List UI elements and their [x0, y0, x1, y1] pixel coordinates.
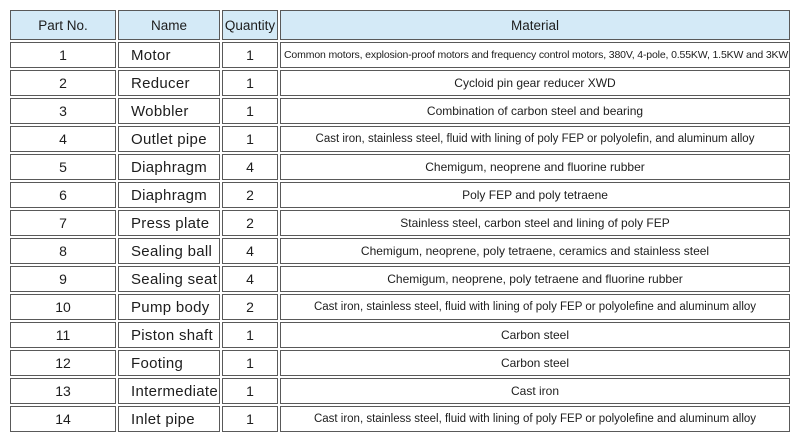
table-row: 7 Press plate 2 Stainless steel, carbon …: [10, 210, 790, 236]
cell-part-no: 4: [10, 126, 116, 152]
cell-material: Cycloid pin gear reducer XWD: [280, 70, 790, 96]
header-quantity: Quantity: [222, 10, 278, 40]
cell-name: Intermediate: [118, 378, 220, 404]
cell-material: Cast iron: [280, 378, 790, 404]
cell-name: Sealing seat: [118, 266, 220, 292]
header-material: Material: [280, 10, 790, 40]
cell-material: Chemigum, neoprene and fluorine rubber: [280, 154, 790, 180]
cell-part-no: 8: [10, 238, 116, 264]
cell-part-no: 13: [10, 378, 116, 404]
cell-material: Combination of carbon steel and bearing: [280, 98, 790, 124]
cell-material: Carbon steel: [280, 322, 790, 348]
cell-name: Reducer: [118, 70, 220, 96]
cell-quantity: 4: [222, 266, 278, 292]
cell-name: Sealing ball: [118, 238, 220, 264]
cell-name: Press plate: [118, 210, 220, 236]
cell-material: Cast iron, stainless steel, fluid with l…: [280, 126, 790, 152]
cell-material: Chemigum, neoprene, poly tetraene, ceram…: [280, 238, 790, 264]
cell-quantity: 2: [222, 182, 278, 208]
header-row: Part No. Name Quantity Material: [10, 10, 790, 40]
cell-part-no: 5: [10, 154, 116, 180]
table-row: 12 Footing 1 Carbon steel: [10, 350, 790, 376]
header-part-no: Part No.: [10, 10, 116, 40]
table-row: 8 Sealing ball 4 Chemigum, neoprene, pol…: [10, 238, 790, 264]
cell-name: Diaphragm: [118, 182, 220, 208]
cell-part-no: 7: [10, 210, 116, 236]
cell-material: Cast iron, stainless steel, fluid with l…: [280, 294, 790, 320]
parts-table: Part No. Name Quantity Material 1 Motor …: [8, 8, 792, 434]
cell-material: Chemigum, neoprene, poly tetraene and fl…: [280, 266, 790, 292]
table-row: 1 Motor 1 Common motors, explosion-proof…: [10, 42, 790, 68]
cell-quantity: 4: [222, 154, 278, 180]
table-row: 6 Diaphragm 2 Poly FEP and poly tetraene: [10, 182, 790, 208]
cell-part-no: 2: [10, 70, 116, 96]
cell-quantity: 2: [222, 210, 278, 236]
cell-material: Poly FEP and poly tetraene: [280, 182, 790, 208]
table-row: 2 Reducer 1 Cycloid pin gear reducer XWD: [10, 70, 790, 96]
cell-material: Stainless steel, carbon steel and lining…: [280, 210, 790, 236]
cell-material: Common motors, explosion-proof motors an…: [280, 42, 790, 68]
cell-part-no: 14: [10, 406, 116, 432]
cell-quantity: 1: [222, 70, 278, 96]
cell-name: Outlet pipe: [118, 126, 220, 152]
cell-part-no: 1: [10, 42, 116, 68]
table-body: 1 Motor 1 Common motors, explosion-proof…: [10, 42, 790, 432]
table-row: 10 Pump body 2 Cast iron, stainless stee…: [10, 294, 790, 320]
cell-quantity: 2: [222, 294, 278, 320]
cell-quantity: 1: [222, 350, 278, 376]
cell-quantity: 4: [222, 238, 278, 264]
cell-part-no: 9: [10, 266, 116, 292]
cell-part-no: 12: [10, 350, 116, 376]
cell-name: Inlet pipe: [118, 406, 220, 432]
cell-quantity: 1: [222, 98, 278, 124]
cell-material: Carbon steel: [280, 350, 790, 376]
table-row: 4 Outlet pipe 1 Cast iron, stainless ste…: [10, 126, 790, 152]
cell-part-no: 10: [10, 294, 116, 320]
cell-quantity: 1: [222, 126, 278, 152]
table-row: 3 Wobbler 1 Combination of carbon steel …: [10, 98, 790, 124]
table-row: 11 Piston shaft 1 Carbon steel: [10, 322, 790, 348]
table-row: 9 Sealing seat 4 Chemigum, neoprene, pol…: [10, 266, 790, 292]
table-header: Part No. Name Quantity Material: [10, 10, 790, 40]
cell-quantity: 1: [222, 322, 278, 348]
cell-name: Wobbler: [118, 98, 220, 124]
table-row: 13 Intermediate 1 Cast iron: [10, 378, 790, 404]
cell-part-no: 6: [10, 182, 116, 208]
cell-part-no: 11: [10, 322, 116, 348]
header-name: Name: [118, 10, 220, 40]
table-row: 5 Diaphragm 4 Chemigum, neoprene and flu…: [10, 154, 790, 180]
cell-material: Cast iron, stainless steel, fluid with l…: [280, 406, 790, 432]
cell-name: Piston shaft: [118, 322, 220, 348]
table-row: 14 Inlet pipe 1 Cast iron, stainless ste…: [10, 406, 790, 432]
cell-quantity: 1: [222, 42, 278, 68]
cell-name: Motor: [118, 42, 220, 68]
cell-quantity: 1: [222, 378, 278, 404]
cell-quantity: 1: [222, 406, 278, 432]
cell-part-no: 3: [10, 98, 116, 124]
cell-name: Footing: [118, 350, 220, 376]
cell-name: Pump body: [118, 294, 220, 320]
cell-name: Diaphragm: [118, 154, 220, 180]
